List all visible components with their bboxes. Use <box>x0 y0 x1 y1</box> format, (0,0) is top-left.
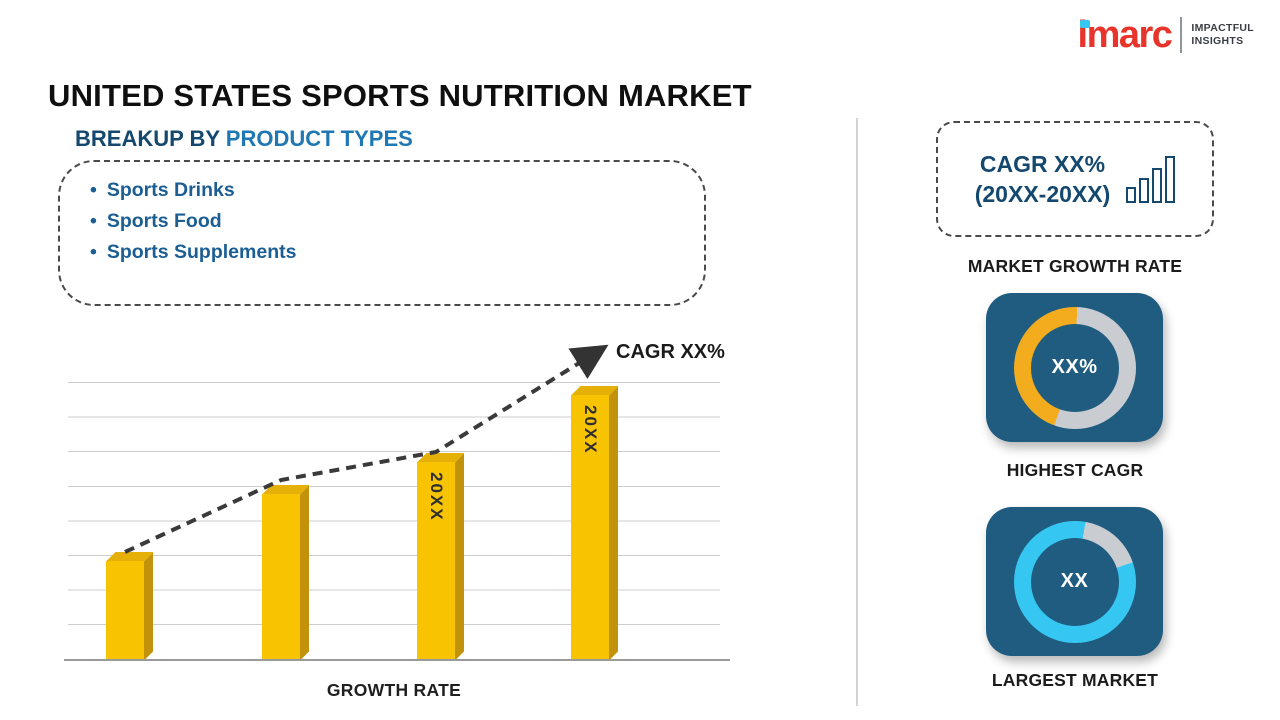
logo-tagline-line1: IMPACTFUL <box>1191 22 1254 34</box>
highest-cagr-card: XX% <box>986 293 1163 442</box>
chart-bar: 20XX <box>571 395 609 660</box>
list-item: Sports Drinks <box>90 175 674 206</box>
largest-market-value: XX <box>1030 537 1119 626</box>
bar-label: 20XX <box>427 472 446 522</box>
breakup-heading-accent: PRODUCT TYPES <box>225 126 413 151</box>
largest-market-card: XX <box>986 507 1163 656</box>
chart-bar: 20XX <box>417 462 455 660</box>
logo-dot-icon <box>1079 20 1090 28</box>
page-title: UNITED STATES SPORTS NUTRITION MARKET <box>48 77 752 113</box>
growth-card-text: CAGR XX% (20XX-20XX) <box>975 149 1111 209</box>
largest-market-caption: LARGEST MARKET <box>991 670 1159 690</box>
logo-tagline-line2: INSIGHTS <box>1191 35 1244 47</box>
product-types-box: Sports Drinks Sports Food Sports Supplem… <box>58 160 706 306</box>
bar-chart-icon <box>1126 155 1176 203</box>
highest-cagr-donut-chart: XX% <box>1013 306 1136 429</box>
growth-card-line2: (20XX-20XX) <box>974 181 1111 207</box>
logo-brand-text: imarc <box>1077 14 1173 56</box>
chart-bar <box>106 561 144 660</box>
chart-x-axis-label: GROWTH RATE <box>326 680 462 700</box>
list-item: Sports Food <box>90 206 674 237</box>
highest-cagr-value: XX% <box>1030 323 1119 412</box>
logo-divider <box>1180 17 1183 53</box>
breakup-heading: BREAKUP BY PRODUCT TYPES <box>75 126 413 152</box>
highest-cagr-caption: HIGHEST CAGR <box>1006 460 1144 480</box>
chart-bar <box>262 494 300 660</box>
logo-tagline: IMPACTFUL INSIGHTS <box>1191 22 1254 48</box>
market-growth-rate-caption: MARKET GROWTH RATE <box>967 256 1183 276</box>
bar-chart-plot-area: 20XX 20XX <box>68 382 720 660</box>
chart-baseline <box>64 659 730 661</box>
breakup-heading-prefix: BREAKUP BY <box>75 126 220 151</box>
largest-market-donut-chart: XX <box>1013 520 1136 643</box>
growth-card-line1: CAGR XX% <box>979 151 1106 177</box>
cagr-trend-label: CAGR XX% <box>616 341 725 363</box>
list-item: Sports Supplements <box>90 237 674 268</box>
market-growth-rate-card: CAGR XX% (20XX-20XX) <box>936 121 1214 237</box>
logo-brand-word: imarc <box>1077 14 1173 56</box>
section-divider <box>856 118 858 706</box>
imarc-logo: imarc IMPACTFUL INSIGHTS <box>1078 16 1254 54</box>
bar-label: 20XX <box>581 405 600 455</box>
